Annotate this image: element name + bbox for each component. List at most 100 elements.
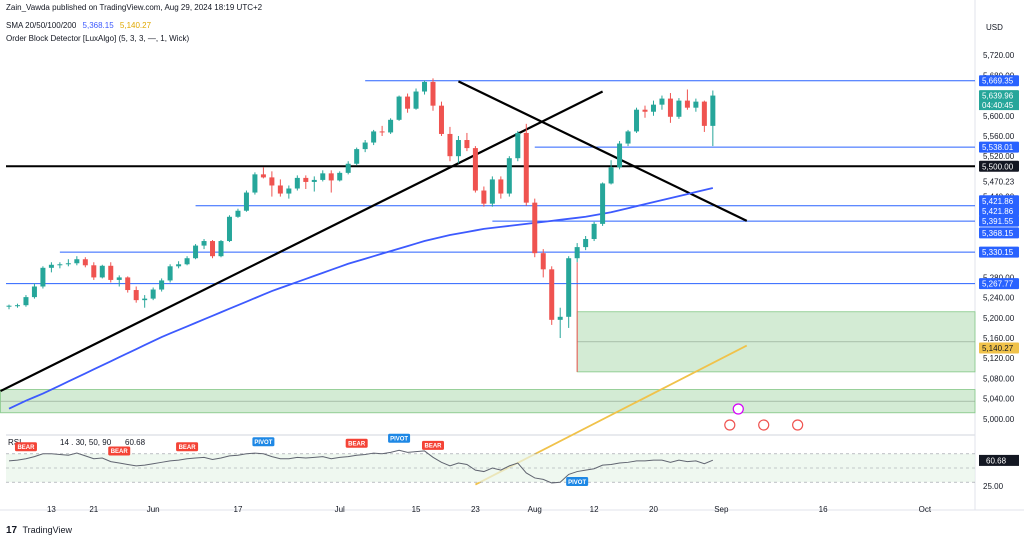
candle (667, 93, 673, 123)
rsi-tag-label: 60.68 (986, 456, 1007, 465)
price-tag-bg (979, 90, 1019, 102)
bear-badge: BEAR (345, 438, 368, 448)
candle (379, 125, 385, 136)
candle (583, 235, 589, 251)
publisher-line: Zain_Vawda published on TradingView.com,… (6, 3, 263, 12)
candle-body (210, 241, 216, 257)
sma-legend[interactable]: SMA 20/50/100/200 5,368.15 5,140.27 (6, 21, 155, 30)
candle (371, 129, 377, 146)
candle-body (6, 305, 12, 307)
pivot-badge: PIVOT (388, 433, 411, 443)
candle (650, 100, 656, 116)
candle (634, 107, 640, 133)
candle-body (540, 253, 546, 270)
candle-body (701, 101, 707, 126)
sma-label: SMA 20/50/100/200 (6, 21, 77, 30)
candle-body (201, 241, 207, 246)
candle (116, 275, 122, 287)
badge-bg (108, 446, 131, 456)
candle-body (489, 179, 495, 204)
candle (413, 88, 419, 110)
event-bolt-icon (732, 403, 744, 415)
price-tag: 5,538.01 (979, 141, 1019, 153)
candle (243, 190, 249, 212)
candle-body (116, 277, 122, 280)
candle (303, 175, 309, 190)
candle-body (184, 258, 190, 265)
candle-body (286, 188, 292, 194)
candle-body (40, 267, 46, 287)
candle-body (65, 263, 71, 265)
candle-body (388, 119, 394, 133)
badge-bg (252, 437, 275, 447)
candle (574, 243, 580, 263)
candle-body (277, 185, 283, 194)
price-tag-label: 5,538.01 (982, 143, 1014, 152)
price-tick-label: 5,160.00 (983, 334, 1015, 343)
price-tag-bg (979, 246, 1019, 258)
candle-body (243, 192, 249, 211)
price-tick-label: 5,120.00 (983, 354, 1015, 363)
price-tag: 5,368.15 (979, 227, 1019, 239)
candle-body (294, 177, 300, 189)
candle-body (14, 305, 20, 307)
price-tick-label: 5,000.00 (983, 415, 1015, 424)
candle-body (642, 109, 648, 112)
candle (481, 186, 487, 207)
order-block-legend[interactable]: Order Block Detector [LuxAlgo] (5, 3, 3,… (6, 34, 190, 43)
time-tick-label: Jul (335, 505, 345, 514)
candle (515, 130, 521, 162)
candle (506, 156, 512, 197)
bear-badge: BEAR (176, 442, 199, 452)
badge-bg (345, 438, 368, 448)
candle (438, 101, 444, 136)
candle-body (617, 143, 623, 168)
candle-body (252, 174, 258, 193)
badge-label: BEAR (111, 449, 129, 455)
candle-body (91, 265, 97, 278)
price-tag-label: 5,330.15 (982, 248, 1014, 257)
price-tick-label: 5,470.23 (983, 177, 1015, 186)
rsi-params: 14 . 30, 50, 90 (60, 438, 112, 447)
candle-body (74, 259, 80, 264)
candle-body (311, 179, 317, 182)
badge-label: BEAR (17, 445, 35, 451)
countdown-tag: 04:40:45 (979, 100, 1019, 111)
candle-body (159, 280, 165, 290)
pivot-badge: PIVOT (252, 437, 275, 447)
price-tick-label: 5,080.00 (983, 374, 1015, 383)
price-tag-label: 5,391.55 (982, 217, 1014, 226)
price-tag-label: 5,368.15 (982, 229, 1014, 238)
candle (48, 262, 54, 273)
candle (226, 215, 232, 243)
candle (549, 266, 555, 325)
time-tick-label: 13 (47, 505, 56, 514)
candle (498, 176, 504, 199)
tradingview-logo[interactable]: 17 TradingView (6, 525, 72, 536)
pivot-badge: PIVOT (566, 477, 589, 487)
candle (430, 78, 436, 111)
candle-body (82, 259, 88, 266)
candle (405, 93, 411, 113)
time-tick-label: 17 (234, 505, 243, 514)
price-tag: 5,421.86 (979, 195, 1019, 207)
price-tag-label: 5,421.86 (982, 207, 1014, 216)
event-flag-icon (792, 419, 804, 431)
candle-body (600, 183, 606, 224)
candle (472, 146, 478, 193)
time-tick-label: Sep (714, 505, 729, 514)
badge-bg (176, 442, 199, 452)
price-tick-label: 5,520.00 (983, 152, 1015, 161)
price-tick-label: 5,600.00 (983, 112, 1015, 121)
price-tag-bg (979, 227, 1019, 239)
candle (269, 171, 275, 197)
candle (210, 240, 216, 259)
candle-body (693, 101, 699, 108)
candle (532, 198, 538, 258)
candle (184, 256, 190, 266)
badge-bg (14, 442, 37, 452)
price-tag: 5,140.27 (979, 342, 1019, 354)
candle (150, 287, 156, 301)
candle-body (260, 174, 266, 178)
